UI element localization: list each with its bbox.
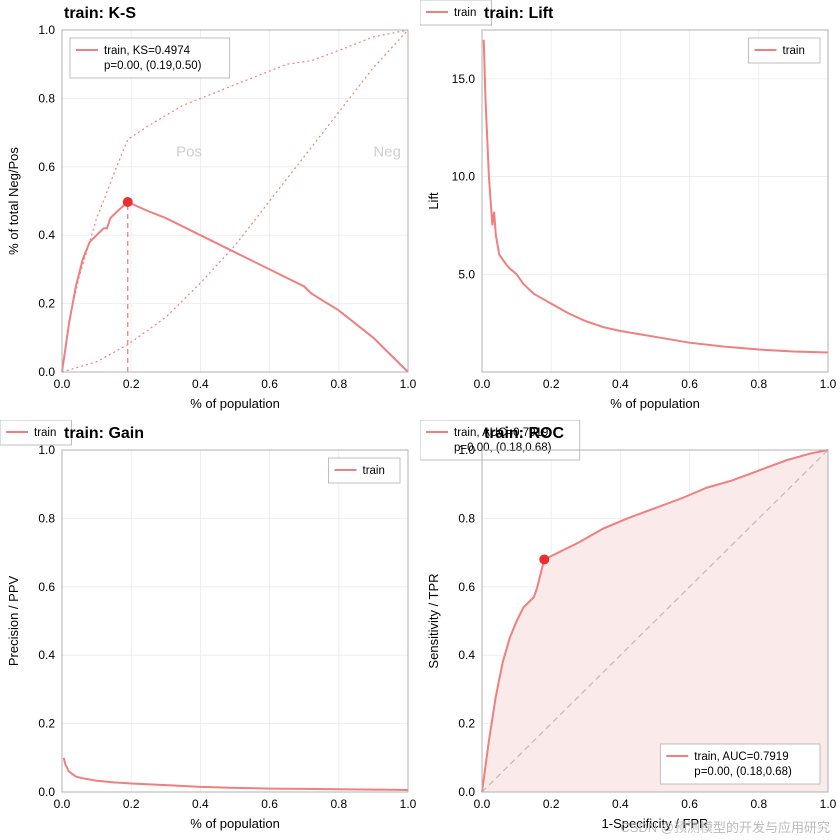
svg-text:0.4: 0.4 <box>612 797 629 811</box>
svg-text:p=0.00, (0.18,0.68): p=0.00, (0.18,0.68) <box>694 766 792 778</box>
y-axis-label: Lift <box>426 192 441 210</box>
svg-text:0.4: 0.4 <box>192 377 209 391</box>
svg-text:1.0: 1.0 <box>820 797 837 811</box>
svg-text:0.8: 0.8 <box>38 91 55 105</box>
svg-text:p=0.00, (0.19,0.50): p=0.00, (0.19,0.50) <box>104 60 202 72</box>
svg-text:0.8: 0.8 <box>458 511 475 525</box>
panel-roc: train, AUC=0.7919 p=0.00, (0.18,0.68) trai… <box>420 420 840 840</box>
svg-text:0.4: 0.4 <box>192 797 209 811</box>
x-axis-label: % of population <box>610 396 700 411</box>
svg-text:0.8: 0.8 <box>330 377 347 391</box>
svg-text:0.0: 0.0 <box>474 377 491 391</box>
label-neg: Neg <box>373 144 401 161</box>
svg-text:0.0: 0.0 <box>54 377 71 391</box>
watermark: CSDN @预测模型的开发与应用研究 <box>620 817 830 836</box>
chart-grid: Pos Neg train, KS=0.4974 p=0.00, (0.19,0.50… <box>0 0 840 840</box>
svg-text:0.4: 0.4 <box>612 377 629 391</box>
x-axis-label: % of population <box>190 816 280 831</box>
legend <box>660 744 820 784</box>
svg-text:0.0: 0.0 <box>474 797 491 811</box>
y-axis-label: Precision / PPV <box>6 576 21 667</box>
svg-text:0.4: 0.4 <box>458 648 475 662</box>
panel-lift: train train 0.0 0.2 0.4 0.6 0.8 1.0 5.0 10.0 15.0 t… <box>420 0 840 420</box>
svg-text:0.8: 0.8 <box>750 377 767 391</box>
panel-ks: Pos Neg train, KS=0.4974 p=0.00, (0.19,0.50… <box>0 0 420 420</box>
svg-text:1.0: 1.0 <box>820 377 837 391</box>
legend <box>70 38 230 78</box>
svg-text:15.0: 15.0 <box>452 72 476 86</box>
svg-text:1.0: 1.0 <box>38 23 55 37</box>
svg-text:10.0: 10.0 <box>452 170 476 184</box>
svg-text:0.2: 0.2 <box>543 377 560 391</box>
svg-text:train: train <box>454 7 476 19</box>
svg-text:1.0: 1.0 <box>400 797 417 811</box>
x-axis-label: % of population <box>190 396 280 411</box>
svg-text:0.0: 0.0 <box>458 785 475 799</box>
chart-title: train: K-S <box>64 5 136 22</box>
svg-text:train, KS=0.4974: train, KS=0.4974 <box>104 45 191 57</box>
svg-text:0.6: 0.6 <box>681 377 698 391</box>
svg-text:0.6: 0.6 <box>458 580 475 594</box>
svg-text:0.4: 0.4 <box>38 648 55 662</box>
chart-title: train: Gain <box>64 425 144 442</box>
ks-marker <box>123 197 133 207</box>
chart-title: train: ROC <box>484 425 564 442</box>
panel-gain: train train 0.0 0.2 0.4 0.6 0.8 1.0 0.0 0.2 0.4 0.6… <box>0 420 420 840</box>
svg-text:0.4: 0.4 <box>38 228 55 242</box>
svg-text:0.8: 0.8 <box>750 797 767 811</box>
svg-text:0.2: 0.2 <box>38 297 55 311</box>
svg-text:1.0: 1.0 <box>38 443 55 457</box>
chart-title: train: Lift <box>484 5 554 22</box>
y-axis-label: Sensitivity / TPR <box>426 573 441 668</box>
svg-text:train, AUC=0.7919: train, AUC=0.7919 <box>694 751 788 763</box>
svg-text:0.2: 0.2 <box>123 797 140 811</box>
svg-text:1.0: 1.0 <box>458 443 475 457</box>
svg-text:0.0: 0.0 <box>38 785 55 799</box>
svg-text:5.0: 5.0 <box>458 267 475 281</box>
svg-text:0.6: 0.6 <box>261 377 278 391</box>
svg-text:train: train <box>783 45 805 57</box>
svg-text:0.2: 0.2 <box>38 717 55 731</box>
svg-text:1.0: 1.0 <box>400 377 417 391</box>
svg-text:0.6: 0.6 <box>38 580 55 594</box>
svg-text:0.0: 0.0 <box>38 365 55 379</box>
svg-text:train: train <box>34 427 56 439</box>
svg-text:0.6: 0.6 <box>681 797 698 811</box>
svg-text:0.8: 0.8 <box>38 511 55 525</box>
svg-text:0.8: 0.8 <box>330 797 347 811</box>
svg-text:0.6: 0.6 <box>261 797 278 811</box>
roc-marker <box>539 554 549 564</box>
svg-text:train: train <box>363 465 385 477</box>
svg-text:0.2: 0.2 <box>123 377 140 391</box>
label-pos: Pos <box>176 144 202 161</box>
y-axis-label: % of total Neg/Pos <box>6 147 21 255</box>
svg-text:0.6: 0.6 <box>38 160 55 174</box>
svg-text:0.2: 0.2 <box>458 717 475 731</box>
svg-text:0.2: 0.2 <box>543 797 560 811</box>
svg-text:0.0: 0.0 <box>54 797 71 811</box>
